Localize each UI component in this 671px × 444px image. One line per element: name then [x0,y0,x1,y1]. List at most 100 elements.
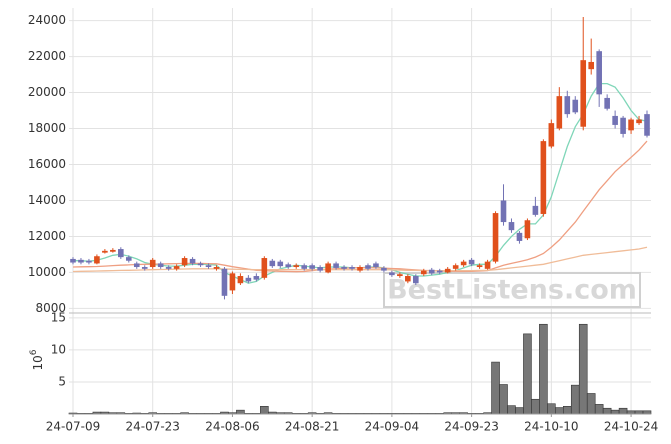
y-tick-label: 10000 [28,265,66,279]
x-tick-label: 24-10-10 [524,420,578,434]
x-tick-label: 24-09-04 [365,420,419,434]
candle-body [572,99,579,113]
candle-body [500,200,507,223]
candle-body [237,276,244,284]
candle-body [102,250,108,253]
watermark-box [383,272,641,308]
candle-body [293,265,300,268]
candle-body [133,263,140,268]
candle-body [205,265,212,268]
candle-body [620,117,626,134]
volume-bar [507,405,516,415]
volume-bar [555,407,564,415]
y-tick-label: 18000 [28,121,66,135]
x-tick-label: 24-08-21 [285,420,339,434]
candle-body [229,273,236,291]
candle-body [213,267,220,269]
y-tick-label: 22000 [28,49,66,63]
y-tick-label: 5 [58,374,66,388]
candle-body [221,268,228,296]
candle-body [452,265,459,269]
candle-body [405,276,411,282]
candle-body [94,256,100,264]
candle-body [125,257,132,261]
candle-body [532,205,539,215]
y-tick-label: 15 [51,310,66,324]
volume-bar [618,407,628,415]
candle-body [365,265,371,269]
candle-body [349,267,355,269]
candle-body [420,270,427,275]
candle-body [317,267,323,271]
candle-body [70,258,76,263]
unit-exponent: 6 [29,349,39,355]
volume-bar [578,323,588,415]
x-tick-label: 24-09-23 [444,420,498,434]
candle-body [245,277,252,282]
candle-body [588,61,595,70]
candle-body [484,261,491,269]
candle-body [157,263,164,268]
candle-body [118,249,124,258]
candle-body [86,260,92,263]
volume-bar [515,407,524,415]
volume-bar [586,393,596,415]
candle-body [397,274,403,277]
x-tick-label: 24-08-06 [205,420,259,434]
y-tick-label: 16000 [28,157,66,171]
candle-body [197,263,204,266]
candle-body [301,265,307,269]
volume-bar [602,407,612,415]
volume-bar [260,406,269,415]
candle-body [269,260,276,267]
candle-body [556,96,563,129]
candle-body [325,263,331,273]
candle-body [389,272,395,276]
candle-body [548,123,555,147]
candle-body [110,249,116,252]
volume-bar [491,361,500,415]
volume-bar [570,384,580,415]
candle-body [341,267,347,269]
candle-body [628,119,634,131]
candle-body [413,276,419,284]
candle-body [492,213,499,262]
candle-body [357,267,363,271]
y-tick-label: 20000 [28,85,66,99]
candle-body [524,220,531,239]
moving-average-line [72,140,648,273]
y-tick-label: 10 [51,342,66,356]
candle-body [78,259,84,263]
candle-body [516,232,523,241]
watermark: BestListens.com [387,275,637,306]
unit-base: 10 [31,355,45,370]
candle-body [165,267,172,269]
candle-body [189,258,196,264]
volume-bar [499,384,508,415]
candle-body [476,265,483,268]
y-tick-label: 8000 [35,301,66,315]
candle-body [333,263,339,268]
candle-body [309,265,315,269]
candle-body [564,96,571,115]
candle-body [277,261,284,267]
y-tick-label: 12000 [28,229,66,243]
candle-body [141,267,148,269]
volume-bar [539,323,548,415]
candle-body [285,264,292,268]
candle-body [540,141,547,214]
volume-bar [523,333,532,415]
x-tick-label: 24-10-24 [604,420,658,434]
candle-body [580,60,587,127]
candle-body [436,270,443,273]
candle-body [181,258,188,266]
volume-bar [236,409,245,415]
y-tick-label: 14000 [28,193,66,207]
x-tick-label: 24-07-23 [125,420,179,434]
x-tick-label: 24-07-09 [46,420,100,434]
candle-body [444,268,451,273]
candle-body [612,115,618,125]
candle-body [261,258,268,278]
candle-body [636,119,642,124]
